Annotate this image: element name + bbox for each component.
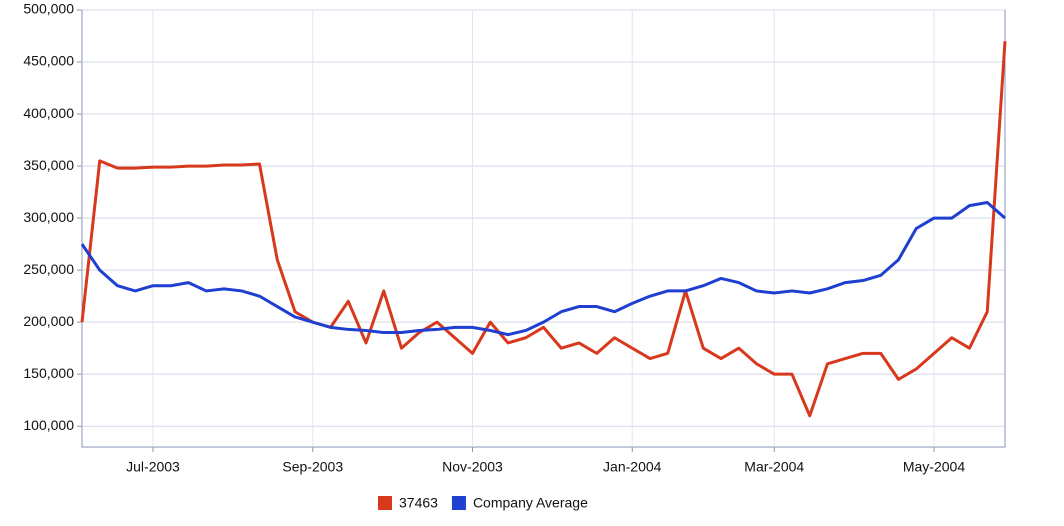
y-tick-label: 200,000 <box>23 313 74 329</box>
x-tick-label: Mar-2004 <box>744 459 804 475</box>
y-tick-label: 150,000 <box>23 365 74 381</box>
y-tick-label: 250,000 <box>23 261 74 277</box>
y-tick-label: 450,000 <box>23 53 74 69</box>
plot-area <box>81 9 1006 448</box>
y-tick-label: 350,000 <box>23 157 74 173</box>
series-line <box>80 41 1007 418</box>
y-tick-label: 400,000 <box>23 105 74 121</box>
legend-label: Company Average <box>473 495 588 511</box>
y-tick-label: 500,000 <box>23 1 74 17</box>
legend-swatch <box>378 496 392 510</box>
x-tick-label: May-2004 <box>903 459 965 475</box>
series-line <box>80 200 1006 337</box>
y-tick-label: 300,000 <box>23 209 74 225</box>
x-tick-label: Jul-2003 <box>126 459 180 475</box>
y-tick-label: 100,000 <box>23 417 74 433</box>
legend-swatch <box>451 496 466 510</box>
x-tick-label: Sep-2003 <box>282 459 343 475</box>
x-tick-label: Nov-2003 <box>442 459 503 475</box>
x-tick-label: Jan-2004 <box>603 459 662 475</box>
legend-label: 37463 <box>399 495 438 511</box>
